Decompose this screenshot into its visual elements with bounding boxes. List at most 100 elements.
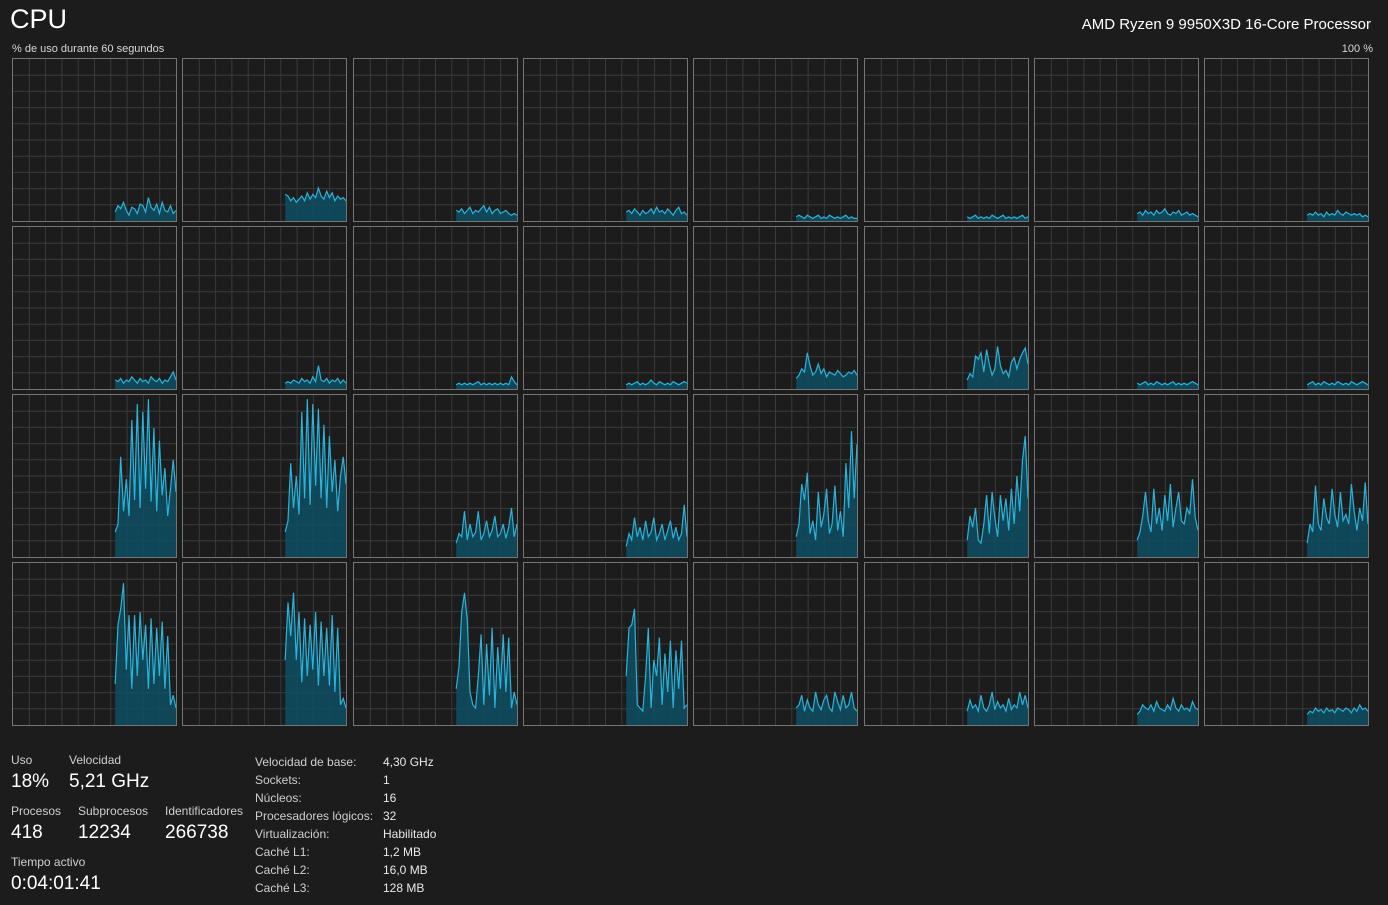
spec-value: 16,0 MB	[383, 863, 428, 877]
core-graph-svg	[183, 563, 346, 725]
core-graph	[1204, 394, 1369, 558]
cpu-graph-grid[interactable]	[12, 58, 1374, 728]
stat-identificadores-value: 266738	[165, 822, 229, 843]
core-graph-svg	[1035, 59, 1198, 221]
core-graph	[1204, 562, 1369, 726]
stat-subprocesos-value: 12234	[78, 822, 131, 843]
core-graph	[1034, 226, 1199, 390]
spec-value: 4,30 GHz	[383, 755, 434, 769]
core-usage-line	[114, 583, 176, 709]
stat-identificadores-label: Identificadores	[165, 804, 244, 818]
core-usage-line	[455, 592, 517, 710]
core-usage-line	[1136, 380, 1198, 386]
spec-key: Núcleos:	[255, 791, 302, 805]
spec-key: Caché L3:	[255, 881, 310, 895]
core-usage-area	[115, 197, 176, 221]
core-graph	[12, 226, 177, 390]
stat-identificadores: Identificadores 266738	[165, 804, 243, 844]
core-usage-line	[114, 370, 176, 385]
core-usage-area	[456, 508, 517, 557]
core-graph-svg	[694, 395, 857, 557]
page-title: CPU	[10, 4, 68, 34]
core-graph-svg	[354, 395, 517, 557]
core-graph	[182, 58, 347, 222]
core-usage-area	[1137, 698, 1198, 725]
core-usage-line	[1306, 482, 1368, 544]
core-graph	[1204, 58, 1369, 222]
core-graph-svg	[183, 59, 346, 221]
core-graph-svg	[354, 59, 517, 221]
core-graph	[523, 562, 688, 726]
stat-tiempo-activo-value: 0:04:01:41	[11, 873, 101, 894]
core-usage-area	[626, 608, 687, 725]
core-usage-line	[455, 507, 517, 544]
core-graph	[693, 394, 858, 558]
core-usage-area	[967, 692, 1028, 725]
core-usage-area	[456, 376, 517, 389]
core-usage-area	[967, 436, 1028, 557]
stat-subprocesos: Subprocesos 12234	[78, 804, 148, 844]
core-usage-area	[285, 399, 346, 557]
core-graph	[864, 562, 1029, 726]
core-usage-area	[456, 592, 517, 725]
core-usage-area	[456, 205, 517, 221]
core-graph-svg	[354, 563, 517, 725]
core-usage-line	[455, 204, 517, 216]
core-usage-line	[795, 431, 857, 541]
stat-velocidad: Velocidad 5,21 GHz	[69, 753, 149, 793]
core-graph-svg	[13, 227, 176, 389]
core-graph-svg	[354, 227, 517, 389]
spec-key: Procesadores lógicos:	[255, 809, 374, 823]
core-graph	[1204, 226, 1369, 390]
core-usage-area	[626, 207, 687, 221]
core-graph	[12, 58, 177, 222]
spec-key: Virtualización:	[255, 827, 330, 841]
core-graph-svg	[1205, 227, 1368, 389]
core-usage-line	[966, 214, 1028, 220]
core-usage-line	[625, 504, 687, 547]
stat-tiempo-activo: Tiempo activo 0:04:01:41	[11, 855, 101, 895]
spec-value: Habilitado	[383, 827, 437, 841]
core-usage-line	[284, 186, 346, 204]
core-graph	[12, 562, 177, 726]
core-graph-svg	[524, 395, 687, 557]
core-graph	[693, 58, 858, 222]
core-graph-svg	[865, 59, 1028, 221]
stat-tiempo-activo-label: Tiempo activo	[11, 855, 86, 869]
core-graph-svg	[694, 59, 857, 221]
core-usage-line	[284, 592, 346, 709]
stat-subprocesos-label: Subprocesos	[78, 804, 149, 818]
chart-max-label: 100 %	[1341, 43, 1373, 55]
core-usage-line	[1306, 380, 1368, 386]
core-usage-area	[1307, 704, 1368, 725]
core-usage-line	[1136, 479, 1198, 541]
spec-key: Caché L1:	[255, 845, 310, 859]
core-graph-svg	[183, 227, 346, 389]
stat-procesos: Procesos 418	[11, 804, 61, 844]
core-usage-line	[284, 365, 346, 385]
core-usage-area	[285, 592, 346, 725]
core-graph-svg	[865, 563, 1028, 725]
core-usage-line	[455, 375, 517, 386]
spec-value: 128 MB	[383, 881, 425, 895]
core-usage-line	[114, 399, 176, 533]
core-usage-line	[1136, 207, 1198, 218]
core-usage-area	[796, 215, 857, 221]
spec-key: Caché L2:	[255, 863, 310, 877]
core-usage-line	[625, 205, 687, 217]
core-graph-svg	[694, 227, 857, 389]
core-graph	[523, 394, 688, 558]
core-graph-svg	[524, 563, 687, 725]
spec-key: Sockets:	[255, 773, 302, 787]
core-usage-area	[285, 188, 346, 221]
core-usage-area	[285, 365, 346, 389]
stat-uso-value: 18%	[11, 771, 50, 792]
spec-value: 1,2 MB	[383, 845, 422, 859]
core-graph	[353, 58, 518, 222]
core-usage-line	[966, 435, 1028, 545]
core-usage-line	[284, 399, 346, 533]
core-graph-svg	[694, 563, 857, 725]
stat-velocidad-label: Velocidad	[69, 753, 122, 767]
core-graph-svg	[1035, 563, 1198, 725]
core-usage-line	[795, 352, 857, 379]
